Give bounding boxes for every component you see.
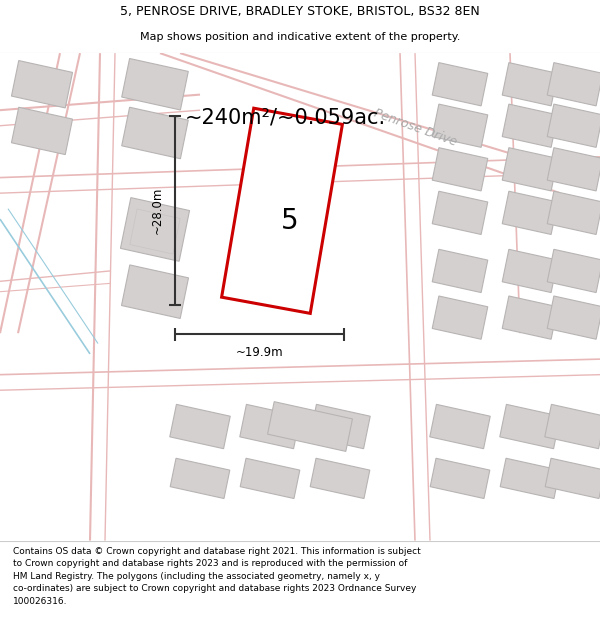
Polygon shape xyxy=(502,148,558,191)
Polygon shape xyxy=(268,402,352,451)
Polygon shape xyxy=(310,458,370,499)
Polygon shape xyxy=(432,148,488,191)
Polygon shape xyxy=(545,404,600,449)
Polygon shape xyxy=(240,404,300,449)
Polygon shape xyxy=(432,104,488,148)
Polygon shape xyxy=(11,61,73,108)
Text: Contains OS data © Crown copyright and database right 2021. This information is : Contains OS data © Crown copyright and d… xyxy=(13,546,421,606)
Polygon shape xyxy=(121,198,190,261)
Polygon shape xyxy=(502,62,558,106)
Text: Map shows position and indicative extent of the property.: Map shows position and indicative extent… xyxy=(140,32,460,42)
Text: 5: 5 xyxy=(281,207,299,235)
Polygon shape xyxy=(502,249,558,292)
Polygon shape xyxy=(430,404,490,449)
Text: ~240m²/~0.059ac.: ~240m²/~0.059ac. xyxy=(184,107,386,127)
Polygon shape xyxy=(130,209,180,254)
Polygon shape xyxy=(547,148,600,191)
Polygon shape xyxy=(432,191,488,234)
Polygon shape xyxy=(545,458,600,499)
Polygon shape xyxy=(547,62,600,106)
Text: Penrose Drive: Penrose Drive xyxy=(371,107,458,149)
Polygon shape xyxy=(240,458,300,499)
Text: ~28.0m: ~28.0m xyxy=(151,187,163,234)
Polygon shape xyxy=(11,107,73,154)
Text: ~19.9m: ~19.9m xyxy=(236,346,283,359)
Polygon shape xyxy=(121,265,188,319)
Polygon shape xyxy=(432,62,488,106)
Polygon shape xyxy=(502,191,558,234)
Polygon shape xyxy=(310,404,370,449)
Polygon shape xyxy=(432,296,488,339)
Polygon shape xyxy=(547,296,600,339)
Polygon shape xyxy=(170,404,230,449)
Polygon shape xyxy=(547,249,600,292)
Polygon shape xyxy=(502,104,558,148)
Polygon shape xyxy=(500,458,560,499)
Polygon shape xyxy=(221,108,343,313)
Polygon shape xyxy=(502,296,558,339)
Polygon shape xyxy=(430,458,490,499)
Polygon shape xyxy=(547,104,600,148)
Polygon shape xyxy=(122,59,188,110)
Text: 5, PENROSE DRIVE, BRADLEY STOKE, BRISTOL, BS32 8EN: 5, PENROSE DRIVE, BRADLEY STOKE, BRISTOL… xyxy=(120,5,480,18)
Polygon shape xyxy=(170,458,230,499)
Polygon shape xyxy=(432,249,488,292)
Polygon shape xyxy=(547,191,600,234)
Polygon shape xyxy=(122,107,188,159)
Polygon shape xyxy=(500,404,560,449)
